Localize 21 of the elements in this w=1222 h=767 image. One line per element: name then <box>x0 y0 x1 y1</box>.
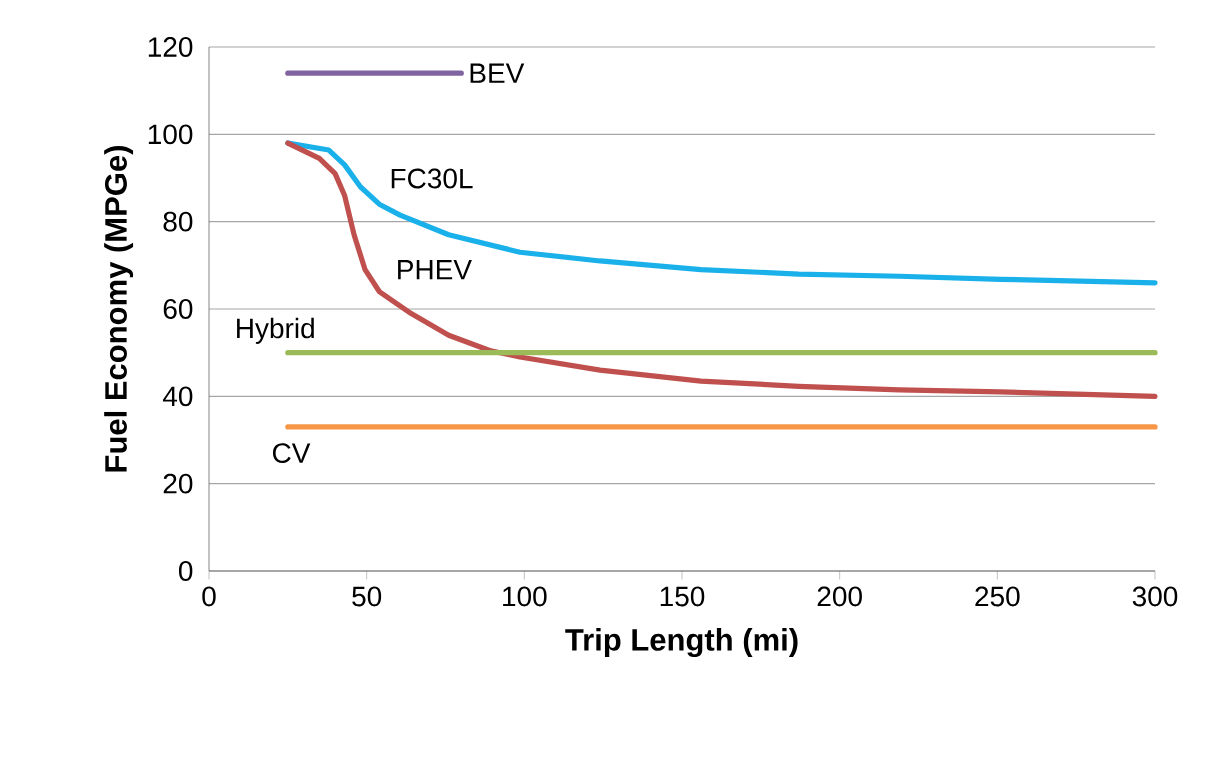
series-label: BEV <box>470 63 525 83</box>
x-tick-label: 200 <box>817 586 862 607</box>
y-tick-label: 120 <box>148 37 193 57</box>
x-tick-label: 150 <box>660 586 705 607</box>
x-tick-label: 300 <box>1132 586 1178 607</box>
y-tick-label: 100 <box>148 124 193 145</box>
y-tick-label: 20 <box>163 473 193 494</box>
series-label: Hybrid <box>237 317 314 344</box>
x-axis-title: Trip Length (mi) <box>565 628 798 658</box>
y-tick-label: 60 <box>163 299 193 319</box>
series-label: CV <box>272 443 311 464</box>
y-tick-label: 40 <box>162 386 193 407</box>
y-tick-label: 80 <box>163 211 193 232</box>
y-tick-label: 0 <box>178 561 193 581</box>
y-axis-title: Fuel Economy (MPGe) <box>104 146 134 472</box>
x-tick-label: 50 <box>352 586 382 607</box>
series-label: PHEV <box>398 260 472 280</box>
series-label: FC30L <box>391 168 473 189</box>
x-tick-label: 0 <box>202 586 216 607</box>
x-tick-label: 100 <box>503 586 547 607</box>
x-tick-label: 250 <box>975 586 1020 607</box>
